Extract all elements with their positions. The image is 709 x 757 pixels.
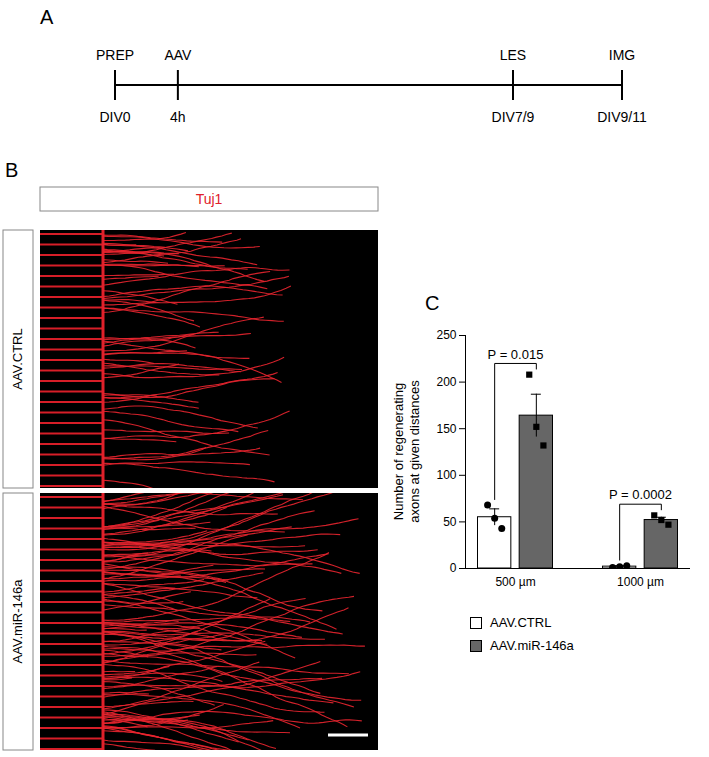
- svg-text:axons at given distances: axons at given distances: [407, 380, 422, 523]
- svg-text:Tuj1: Tuj1: [196, 191, 223, 207]
- html-text:AAV.CTRL: AAV.CTRL: [490, 615, 552, 630]
- svg-text:0: 0: [450, 561, 457, 575]
- svg-text:AAV.miR-146a: AAV.miR-146a: [10, 579, 25, 664]
- svg-text:Number of regenerating: Number of regenerating: [391, 383, 406, 520]
- svg-text:250: 250: [436, 328, 456, 342]
- svg-text:AAV: AAV: [164, 47, 192, 63]
- svg-text:1000 µm: 1000 µm: [617, 575, 664, 589]
- svg-text:50: 50: [443, 515, 457, 529]
- svg-text:P = 0.0002: P = 0.0002: [609, 487, 672, 502]
- svg-text:150: 150: [436, 422, 456, 436]
- svg-text:PREP: PREP: [96, 47, 134, 63]
- svg-text:DIV9/11: DIV9/11: [597, 109, 647, 125]
- svg-text:DIV7/9: DIV7/9: [492, 109, 535, 125]
- html-text:AAV.miR-146a: AAV.miR-146a: [490, 638, 574, 653]
- svg-text:500 µm: 500 µm: [495, 575, 535, 589]
- svg-text:P = 0.015: P = 0.015: [488, 347, 544, 362]
- svg-text:4h: 4h: [170, 109, 186, 125]
- html-text:C: C: [425, 292, 440, 314]
- svg-text:200: 200: [436, 375, 456, 389]
- svg-text:100: 100: [436, 468, 456, 482]
- svg-text:AAV.CTRL: AAV.CTRL: [10, 328, 25, 389]
- svg-text:LES: LES: [500, 47, 526, 63]
- svg-text:A: A: [40, 6, 54, 28]
- svg-text:IMG: IMG: [609, 47, 635, 63]
- svg-text:DIV0: DIV0: [99, 109, 130, 125]
- svg-text:B: B: [5, 159, 18, 181]
